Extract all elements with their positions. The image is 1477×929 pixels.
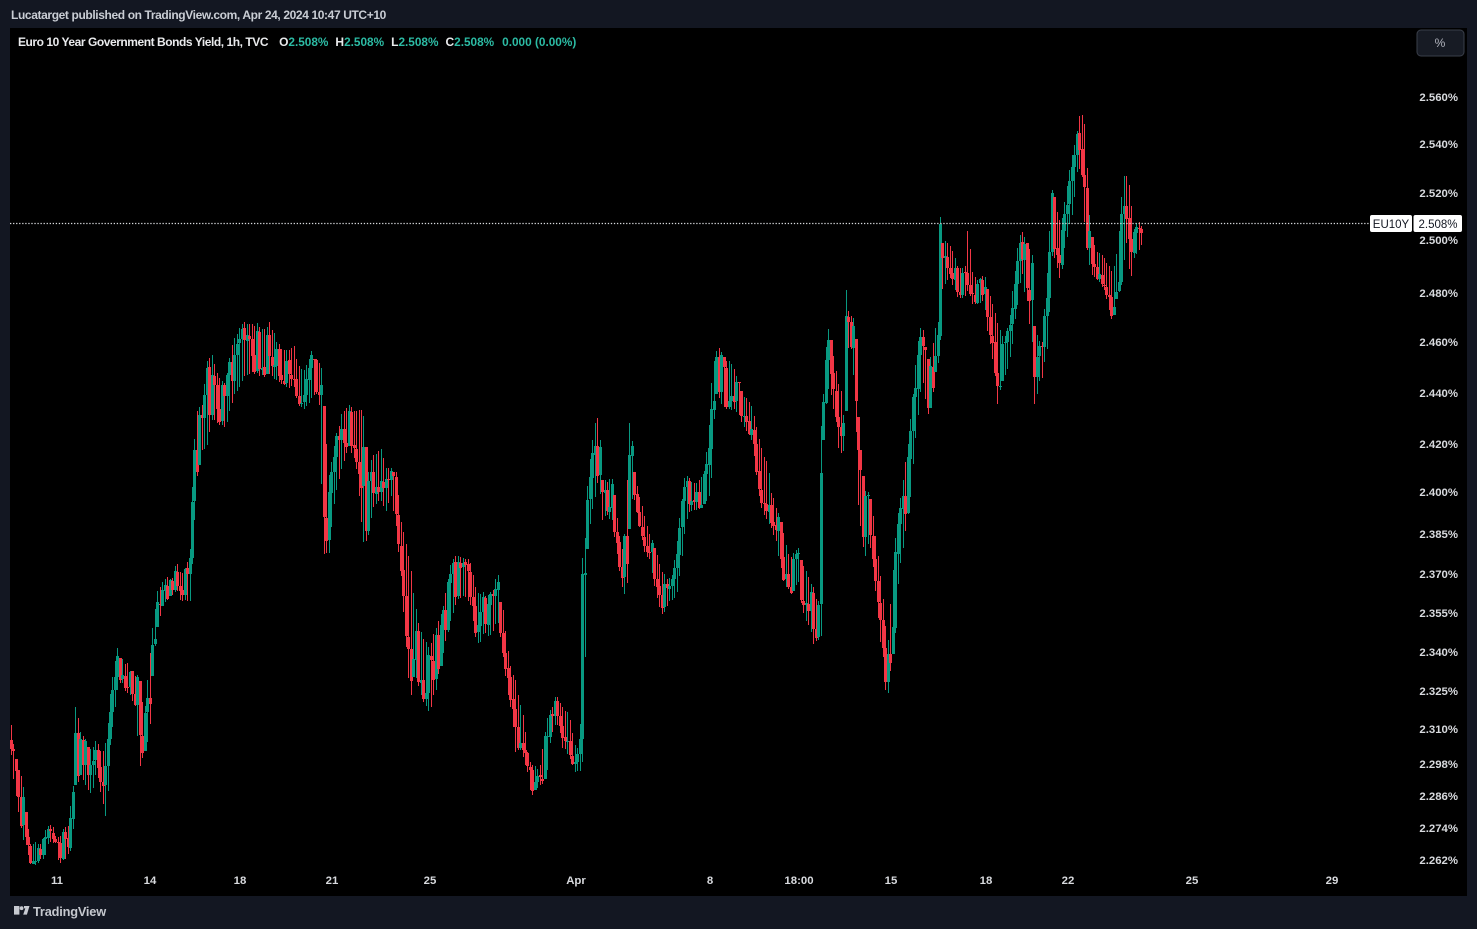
svg-text:2.370%: 2.370%: [1419, 569, 1458, 581]
svg-text:2.340%: 2.340%: [1419, 647, 1458, 659]
svg-text:14: 14: [144, 875, 157, 887]
svg-text:8: 8: [707, 875, 713, 887]
svg-text:EU10Y: EU10Y: [1373, 219, 1410, 231]
svg-text:25: 25: [424, 875, 437, 887]
svg-text:2.508%: 2.508%: [1418, 219, 1457, 231]
svg-text:2.355%: 2.355%: [1419, 608, 1458, 620]
svg-text:21: 21: [326, 875, 339, 887]
svg-text:18:00: 18:00: [784, 875, 813, 887]
svg-text:2.385%: 2.385%: [1419, 529, 1458, 541]
svg-text:15: 15: [885, 875, 898, 887]
svg-text:11: 11: [51, 875, 64, 887]
svg-text:Apr: Apr: [566, 875, 586, 887]
svg-text:2.440%: 2.440%: [1419, 388, 1458, 400]
svg-text:2.325%: 2.325%: [1419, 686, 1458, 698]
svg-text:22: 22: [1062, 875, 1075, 887]
svg-text:2.480%: 2.480%: [1419, 288, 1458, 300]
svg-text:2.298%: 2.298%: [1419, 759, 1458, 771]
svg-text:2.420%: 2.420%: [1419, 439, 1458, 451]
svg-text:2.460%: 2.460%: [1419, 337, 1458, 349]
svg-text:2.560%: 2.560%: [1419, 92, 1458, 104]
svg-text:2.400%: 2.400%: [1419, 487, 1458, 499]
svg-text:Euro 10 Year Government Bonds: Euro 10 Year Government Bonds Yield, 1h,…: [18, 35, 576, 49]
svg-text:2.540%: 2.540%: [1419, 139, 1458, 151]
svg-text:18: 18: [234, 875, 247, 887]
svg-text:2.310%: 2.310%: [1419, 724, 1458, 736]
svg-text:2.262%: 2.262%: [1419, 855, 1458, 867]
svg-text:Lucatarget published on Tradin: Lucatarget published on TradingView.com,…: [11, 8, 387, 22]
svg-text:29: 29: [1326, 875, 1339, 887]
svg-text:25: 25: [1186, 875, 1199, 887]
svg-text:18: 18: [980, 875, 993, 887]
svg-text:2.500%: 2.500%: [1419, 235, 1458, 247]
svg-text:2.520%: 2.520%: [1419, 188, 1458, 200]
svg-text:2.274%: 2.274%: [1419, 823, 1458, 835]
svg-text:TradingView: TradingView: [33, 904, 106, 919]
svg-text:%: %: [1435, 36, 1446, 50]
svg-text:2.286%: 2.286%: [1419, 791, 1458, 803]
